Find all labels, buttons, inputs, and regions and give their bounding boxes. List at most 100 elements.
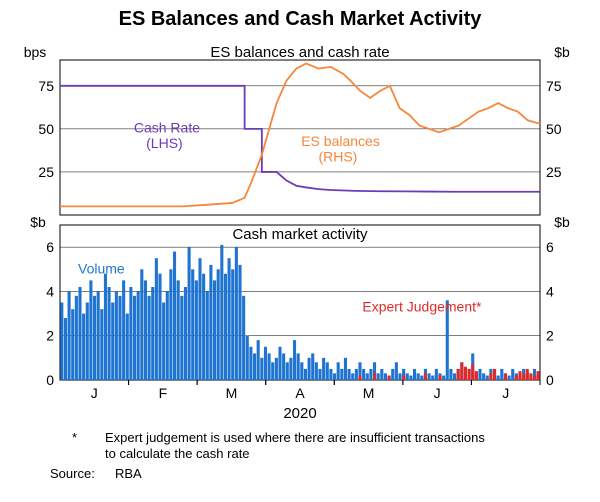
volume-bar [417, 373, 420, 380]
volume-bar [220, 245, 223, 380]
volume-bar [93, 296, 96, 380]
volume-bar [322, 358, 325, 380]
main-title: ES Balances and Cash Market Activity [119, 8, 483, 30]
volume-bar [202, 274, 205, 380]
expert-bar [373, 373, 376, 380]
volume-bar [133, 296, 136, 380]
es-balances-line [60, 63, 540, 206]
expert-bar [522, 373, 525, 380]
volume-bar [213, 280, 216, 380]
volume-label: Volume [78, 261, 125, 277]
expert-bar [504, 373, 507, 380]
volume-bar [453, 373, 456, 380]
volume-bar [228, 258, 231, 380]
volume-bar [428, 373, 431, 380]
volume-bar [398, 373, 401, 380]
volume-bar [126, 314, 129, 380]
volume-bar [173, 252, 176, 380]
tick-right: 0 [546, 372, 554, 388]
volume-bar [297, 353, 300, 380]
volume-bar [206, 291, 209, 380]
volume-bar [118, 296, 121, 380]
volume-bar [162, 303, 165, 381]
expert-bar [533, 376, 536, 380]
expert-bar [424, 373, 427, 380]
tick-left: 6 [46, 239, 54, 255]
volume-bar [377, 373, 380, 380]
cash-rate-label2: (LHS) [146, 135, 183, 151]
volume-bar [246, 336, 249, 380]
volume-bar [111, 303, 114, 381]
expert-bar [471, 365, 474, 381]
tick-right: 75 [546, 78, 562, 94]
volume-bar [482, 373, 485, 380]
cash-rate-line [60, 86, 540, 192]
volume-bar [413, 369, 416, 380]
volume-bar [278, 347, 281, 380]
expert-bar [515, 376, 518, 380]
volume-bar [242, 296, 245, 380]
tick-left: 0 [46, 372, 54, 388]
volume-bar [60, 303, 63, 381]
tick-right: 4 [546, 283, 554, 299]
month-label: M [363, 385, 375, 401]
source-value: RBA [115, 466, 142, 481]
panel2-right-unit: $b [554, 214, 570, 230]
volume-bar [300, 362, 303, 380]
expert-bar [493, 369, 496, 380]
volume-bar [180, 296, 183, 380]
volume-bar [238, 265, 241, 380]
volume-bar [380, 369, 383, 380]
tick-left: 75 [38, 78, 54, 94]
volume-bar [355, 369, 358, 380]
expert-bar [402, 376, 405, 380]
volume-bar [115, 291, 118, 380]
volume-bar [435, 369, 438, 380]
volume-bar [337, 362, 340, 380]
footnote-marker: * [72, 430, 77, 445]
volume-bar [155, 258, 158, 380]
volume-bar [151, 287, 154, 380]
volume-bar [304, 369, 307, 380]
tick-left: 2 [46, 328, 54, 344]
volume-bar [308, 358, 311, 380]
expert-bar [457, 369, 460, 380]
volume-bar [351, 373, 354, 380]
expert-bar [526, 369, 529, 380]
volume-bar [122, 280, 125, 380]
panel1-title: ES balances and cash rate [210, 44, 389, 61]
volume-bar [140, 269, 143, 380]
es-bal-label: ES balances [301, 133, 380, 149]
volume-bar [177, 280, 180, 380]
volume-bar [329, 369, 332, 380]
expert-bar [518, 371, 521, 380]
volume-bar [293, 340, 296, 380]
expert-bar [537, 371, 540, 380]
es-bal-label2: (RHS) [318, 149, 357, 165]
volume-bar [431, 376, 434, 380]
cash-rate-label: Cash Rate [134, 119, 200, 135]
volume-bar [104, 274, 107, 380]
volume-bar [195, 280, 198, 380]
volume-bar [71, 309, 74, 380]
tick-left: 50 [38, 121, 54, 137]
volume-bar [282, 353, 285, 380]
month-label: J [434, 385, 441, 401]
volume-bar [497, 376, 500, 380]
tick-right: 2 [546, 328, 554, 344]
volume-bar [395, 362, 398, 380]
volume-bar [406, 373, 409, 380]
volume-bar [231, 269, 234, 380]
month-label: J [91, 385, 98, 401]
volume-bar [217, 269, 220, 380]
volume-bar [366, 373, 369, 380]
tick-right: 6 [546, 239, 554, 255]
volume-bar [169, 269, 172, 380]
volume-bar [86, 303, 89, 381]
volume-bar [75, 296, 78, 380]
volume-bar [486, 376, 489, 380]
expert-label: Expert Judgement* [362, 298, 482, 314]
volume-bar [89, 280, 92, 380]
volume-bar [188, 247, 191, 380]
expert-bar [464, 367, 467, 380]
